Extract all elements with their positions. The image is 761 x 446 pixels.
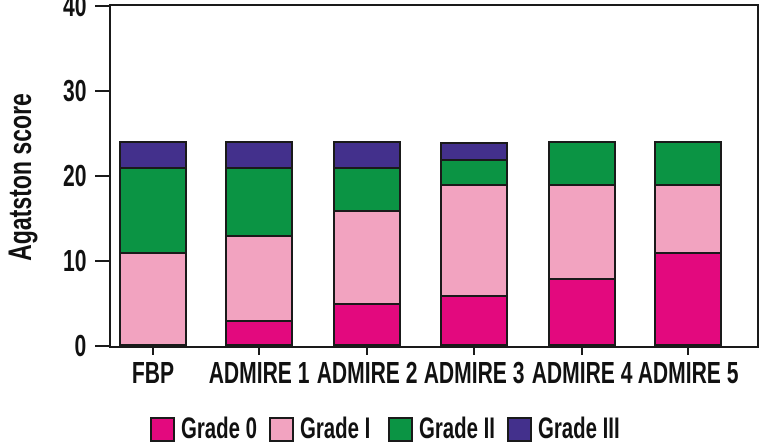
y-axis-tick	[95, 345, 109, 347]
y-axis-tick-label: 40	[0, 0, 86, 22]
category-label: ADMIRE 1	[208, 355, 310, 390]
y-axis-tick	[95, 5, 109, 7]
bar-segment-admire-2-grade-i	[333, 209, 401, 305]
legend-label: Grade II	[419, 412, 495, 445]
category-label: ADMIRE 4	[531, 355, 633, 390]
x-axis-label-admire-4: ADMIRE 4	[497, 356, 667, 390]
legend-item-grade-ii: Grade II	[388, 413, 507, 445]
legend-label: Grade 0	[181, 412, 257, 445]
x-axis-tick	[258, 348, 260, 355]
legend-label: Grade I	[300, 412, 371, 445]
legend-item-grade-iii: Grade III	[507, 413, 658, 445]
bar-segment-admire-4-grade-ii	[548, 141, 616, 186]
legend-swatch-icon	[507, 416, 532, 442]
x-axis-label-fbp: FBP	[68, 356, 238, 390]
bar-segment-fbp-grade-i	[119, 252, 187, 346]
plot-area	[109, 4, 759, 348]
bar-segment-admire-2-grade-0	[333, 303, 401, 346]
y-axis-tick-label: 20	[0, 160, 86, 192]
y-axis-tick-value: 10	[62, 243, 86, 278]
bar-segment-admire-3-grade-ii	[440, 158, 508, 186]
bar-segment-admire-1-grade-ii	[225, 167, 293, 237]
bar-segment-admire-3-grade-i	[440, 184, 508, 297]
bar-segment-admire-4-grade-i	[548, 184, 616, 280]
category-label: ADMIRE 5	[637, 355, 739, 390]
legend-label: Grade III	[538, 412, 620, 445]
legend-swatch-icon	[388, 416, 413, 442]
bar-segment-admire-1-grade-iii	[225, 141, 293, 169]
x-axis-label-admire-5: ADMIRE 5	[603, 356, 761, 390]
y-axis-tick-value: 20	[62, 158, 86, 193]
category-label: ADMIRE 3	[423, 355, 525, 390]
y-axis-tick-value: 30	[62, 73, 86, 108]
bar-segment-admire-2-grade-iii	[333, 141, 401, 169]
bar-segment-admire-3-grade-0	[440, 295, 508, 346]
legend-item-grade-0: Grade 0	[150, 413, 269, 445]
bar-segment-admire-3-grade-iii	[440, 142, 508, 161]
x-axis-label-admire-3: ADMIRE 3	[389, 356, 559, 390]
x-axis-tick	[366, 348, 368, 355]
y-axis-tick-value: 0	[74, 328, 86, 363]
bar-segment-admire-5-grade-i	[654, 184, 722, 254]
bar-segment-admire-5-grade-0	[654, 252, 722, 346]
category-label: FBP	[131, 355, 175, 390]
bar-segment-admire-1-grade-0	[225, 320, 293, 346]
y-axis-tick	[95, 175, 109, 177]
y-axis-tick-value: 40	[62, 0, 86, 23]
y-axis-tick-label: 0	[0, 330, 86, 362]
category-label: ADMIRE 2	[316, 355, 418, 390]
y-axis-tick-label: 30	[0, 75, 86, 107]
legend-item-grade-i: Grade I	[269, 413, 388, 445]
x-axis-tick	[473, 348, 475, 355]
legend: Grade 0 Grade I Grade II Grade III	[150, 413, 658, 445]
bar-segment-admire-1-grade-i	[225, 235, 293, 322]
y-axis-tick	[95, 260, 109, 262]
bar-segment-admire-4-grade-0	[548, 278, 616, 346]
legend-swatch-icon	[269, 416, 294, 442]
bar-segment-admire-5-grade-ii	[654, 141, 722, 186]
bar-segment-fbp-grade-ii	[119, 167, 187, 254]
bar-segment-admire-2-grade-ii	[333, 167, 401, 212]
legend-swatch-icon	[150, 416, 175, 442]
x-axis-tick	[581, 348, 583, 355]
bar-segment-fbp-grade-iii	[119, 141, 187, 169]
y-axis-tick	[95, 90, 109, 92]
x-axis-tick	[152, 348, 154, 355]
x-axis-label-admire-2: ADMIRE 2	[282, 356, 452, 390]
y-axis-tick-label: 10	[0, 245, 86, 277]
x-axis-label-admire-1: ADMIRE 1	[174, 356, 344, 390]
x-axis-tick	[687, 348, 689, 355]
